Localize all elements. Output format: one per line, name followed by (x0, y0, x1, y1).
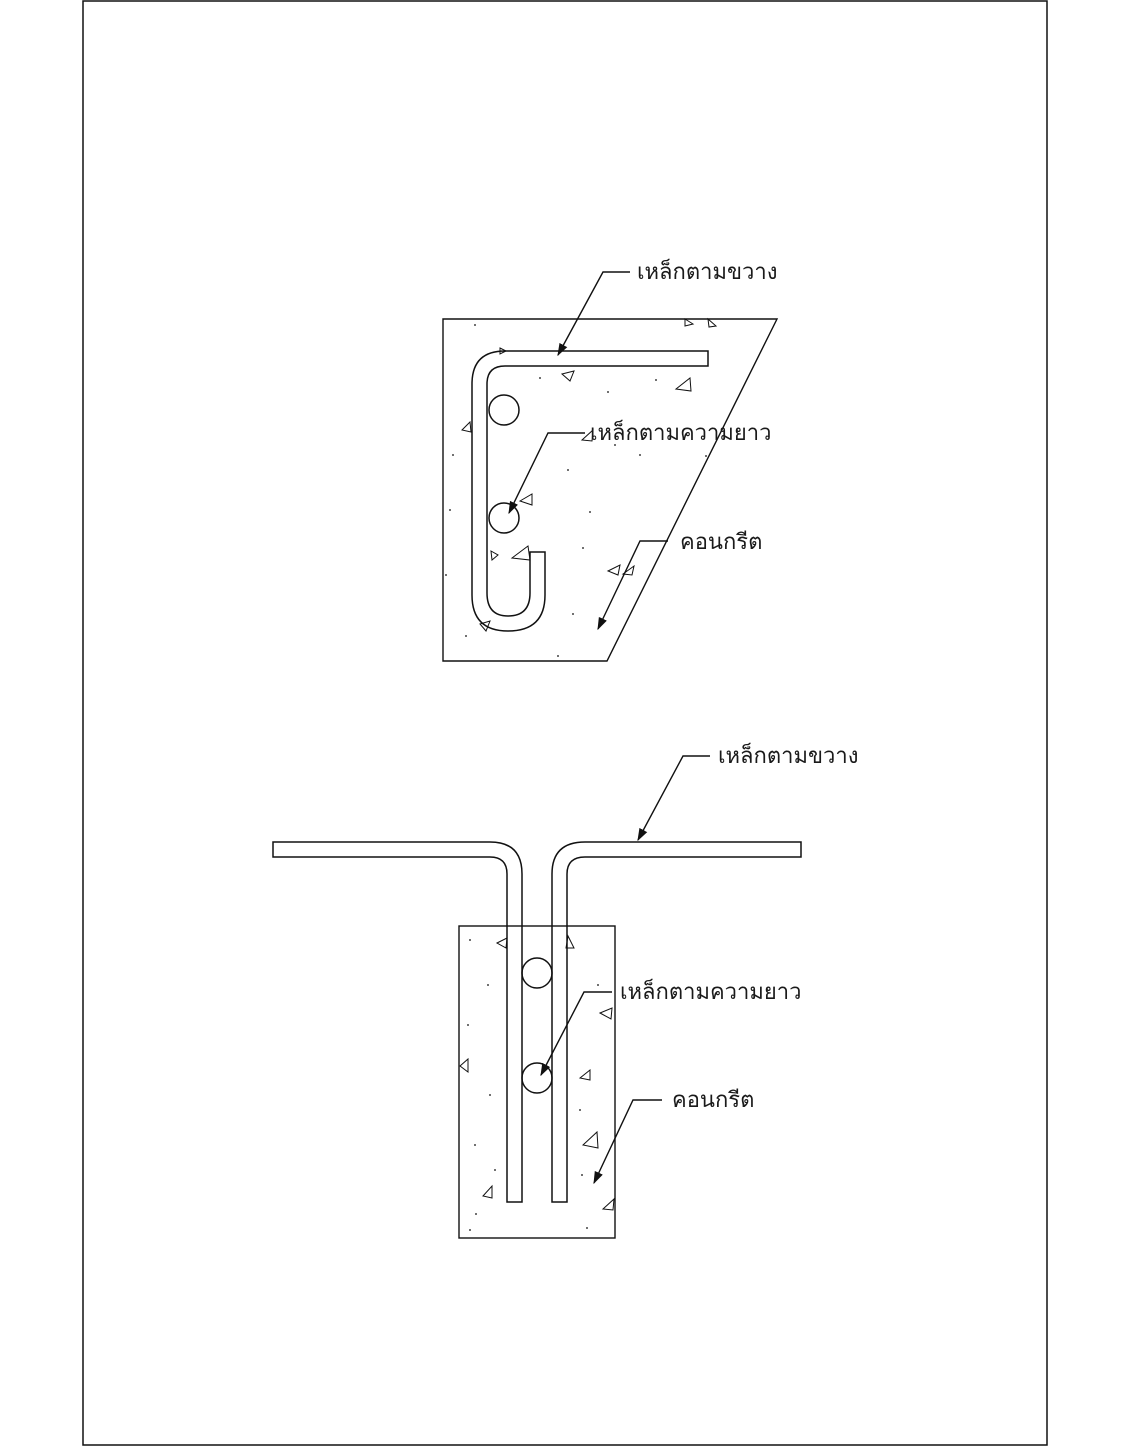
label-transverse-bottom: เหล็กตามขวาง (718, 741, 858, 769)
aggregate-top (461, 317, 718, 632)
transverse-bar-bottom-right (551, 841, 802, 1203)
aggregate-bottom (459, 934, 615, 1211)
leader-transverse-top (557, 271, 630, 357)
label-concrete-top: คอนกรีต (680, 530, 762, 555)
concrete-section-top (442, 318, 779, 662)
transverse-bar-bottom-left (272, 841, 523, 1203)
leader-transverse-bottom (637, 755, 710, 842)
longitudinal-bar-bottom-1 (521, 957, 553, 989)
leader-concrete-top (597, 540, 668, 631)
longitudinal-bar-top-1 (488, 394, 520, 426)
leader-concrete-bottom (593, 1099, 662, 1185)
leader-longitudinal-bottom (540, 991, 612, 1077)
label-concrete-bottom: คอนกรีต (672, 1088, 754, 1113)
aggregate-dots-bottom (467, 939, 599, 1231)
sheet-border (82, 0, 1048, 1446)
label-transverse-top: เหล็กตามขวาง (637, 257, 777, 285)
label-longitudinal-bottom: เหล็กตามความยาว (620, 977, 802, 1005)
aggregate-dots-top (445, 324, 707, 657)
detail-bottom: เหล็กตามขวาง เหล็กตามความยาว คอนกรีต (272, 741, 858, 1239)
longitudinal-bar-bottom-2 (521, 1062, 553, 1094)
longitudinal-bar-top-2 (488, 502, 520, 534)
label-longitudinal-top: เหล็กตามความยาว (590, 418, 772, 446)
leader-longitudinal-top (508, 432, 585, 515)
transverse-bar-top (471, 350, 709, 632)
concrete-section-bottom (458, 925, 616, 1239)
detail-top: เหล็กตามขวาง เหล็กตามความยาว คอนกรีต (442, 257, 779, 662)
